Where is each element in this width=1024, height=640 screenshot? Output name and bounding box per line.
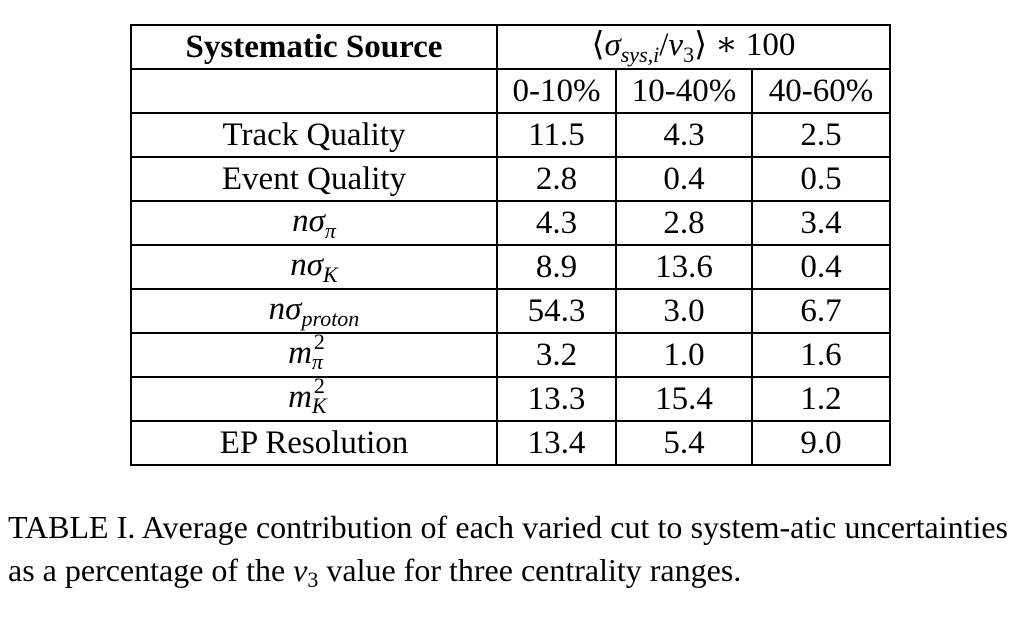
table-row: m 2 π 3.2 1.0 1.6 xyxy=(130,331,891,378)
table-cell: 2.8 xyxy=(496,156,617,202)
table-body: Track Quality 11.5 4.3 2.5 Event Quality 2.8 0… xyxy=(130,112,891,466)
table-cell: 1.2 xyxy=(751,376,891,422)
table-caption: TABLE I. Average contribution of each va… xyxy=(8,506,1008,601)
table-cell: 4.3 xyxy=(615,112,753,158)
table-row: Event Quality 2.8 0.4 0.5 xyxy=(130,156,891,202)
table-header-row: Systematic Source ⟨σsys,i/v3⟩ ∗ 100 xyxy=(130,24,891,70)
table-cell: 1.6 xyxy=(751,332,891,378)
row-label-subscript: proton xyxy=(301,305,360,331)
header-systematic-source: Systematic Source xyxy=(130,24,498,70)
table-row: EP Resolution 13.4 5.4 9.0 xyxy=(130,420,891,466)
table-cell: 13.3 xyxy=(496,376,617,422)
table-cell: 11.5 xyxy=(496,112,617,158)
row-label-subscript: K xyxy=(311,393,327,419)
table-cell: 13.6 xyxy=(615,244,753,290)
table-row: nσK 8.9 13.6 0.4 xyxy=(130,244,891,290)
header-metric-rest: ∗ 100 xyxy=(706,26,796,63)
centrality-header-2: 40-60% xyxy=(751,68,891,114)
caption-text-after: value for three centrality ranges. xyxy=(318,552,742,588)
header-metric-v: v xyxy=(668,26,684,63)
centrality-header-1: 10-40% xyxy=(615,68,753,114)
table-cell: 1.0 xyxy=(615,332,753,378)
row-label-symbol: m xyxy=(288,334,312,371)
caption-text-before: TABLE I. Average contribution of each va… xyxy=(8,509,1008,588)
table-row: nσπ 4.3 2.8 3.4 xyxy=(130,200,891,246)
table-cell: 54.3 xyxy=(496,288,617,334)
row-label-superscript: 2 xyxy=(313,329,325,355)
header-metric-open: ⟨ xyxy=(591,26,605,63)
table-cell: 13.4 xyxy=(496,420,617,466)
row-label-subscript: π xyxy=(324,217,336,243)
row-label-subscript: π xyxy=(311,349,323,375)
systematics-table-container: Systematic Source ⟨σsys,i/v3⟩ ∗ 100 0-10… xyxy=(130,24,891,466)
table-cell: 15.4 xyxy=(615,376,753,422)
table-cell: 6.7 xyxy=(751,288,891,334)
row-label-superscript: 2 xyxy=(313,373,325,399)
table-cell: 3.4 xyxy=(751,200,891,246)
centrality-header-0: 0-10% xyxy=(496,68,617,114)
table-cell: 2.8 xyxy=(615,200,753,246)
table-cell: 5.4 xyxy=(615,420,753,466)
caption-v: v xyxy=(293,552,308,588)
caption-v-sub: 3 xyxy=(307,567,319,592)
header-metric-sigma-sub: sys,i xyxy=(620,41,660,67)
table-centrality-row: 0-10% 10-40% 40-60% xyxy=(130,68,891,114)
table-cell: 2.5 xyxy=(751,112,891,158)
table-cell: 0.5 xyxy=(751,156,891,202)
row-label: Track Quality xyxy=(130,112,498,158)
row-label: nσπ xyxy=(130,200,498,246)
table-cell: 0.4 xyxy=(615,156,753,202)
centrality-blank-cell xyxy=(130,68,498,114)
row-label: EP Resolution xyxy=(130,420,498,466)
row-label: Event Quality xyxy=(130,156,498,202)
row-label-text: Event Quality xyxy=(221,160,407,197)
row-label-symbol: nσ xyxy=(268,290,302,327)
header-metric-slash: / xyxy=(659,26,669,63)
row-label-subscript: K xyxy=(323,261,338,287)
row-label-symbol: m xyxy=(288,378,312,415)
table-row: Track Quality 11.5 4.3 2.5 xyxy=(130,112,891,158)
table-row: m 2 K 13.3 15.4 1.2 xyxy=(130,375,891,422)
table-cell: 4.3 xyxy=(496,200,617,246)
row-label: nσK xyxy=(130,244,498,290)
header-metric-v-sub: 3 xyxy=(683,41,695,67)
table-cell: 3.0 xyxy=(615,288,753,334)
table-row: nσproton 54.3 3.0 6.7 xyxy=(130,288,891,334)
row-label-symbol: nσ xyxy=(292,202,325,239)
row-label-text: EP Resolution xyxy=(219,424,409,461)
header-metric: ⟨σsys,i/v3⟩ ∗ 100 xyxy=(496,24,891,70)
row-label: nσproton xyxy=(130,288,498,334)
systematics-table: Systematic Source ⟨σsys,i/v3⟩ ∗ 100 0-10… xyxy=(130,24,891,466)
table-cell: 9.0 xyxy=(751,420,891,466)
table-cell: 3.2 xyxy=(496,332,617,378)
header-metric-close: ⟩ xyxy=(694,26,707,63)
table-cell: 0.4 xyxy=(751,244,891,290)
header-metric-sigma: σ xyxy=(604,26,621,63)
table-cell: 8.9 xyxy=(496,244,617,290)
row-label-text: Track Quality xyxy=(222,116,406,153)
row-label-symbol: nσ xyxy=(290,246,324,283)
